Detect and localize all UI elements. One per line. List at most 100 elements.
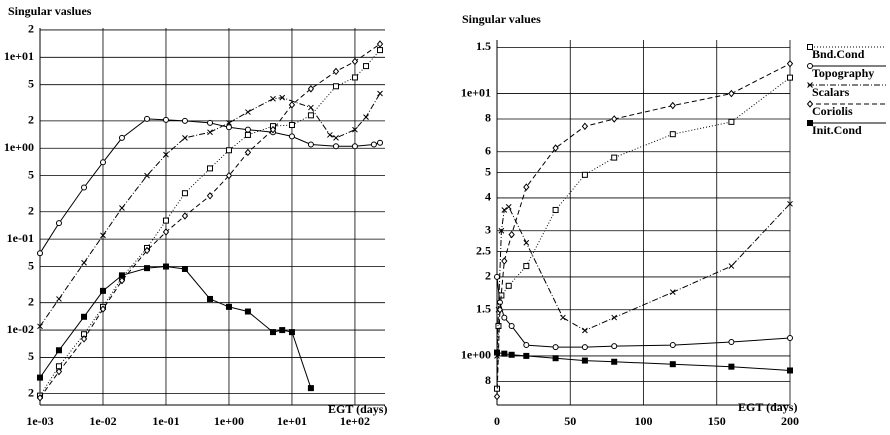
marker	[523, 239, 530, 246]
legend-marker	[807, 120, 813, 126]
marker	[225, 171, 233, 180]
x-tick-label: 1e-03	[26, 414, 53, 428]
x-tick-label: 200	[781, 414, 799, 428]
marker	[55, 347, 62, 354]
y-tick-label: 1e+00	[461, 348, 491, 362]
marker	[288, 122, 295, 129]
marker	[288, 101, 296, 109]
marker	[333, 135, 339, 141]
y-tick-label: 2.5	[476, 243, 491, 257]
marker	[37, 374, 43, 381]
x-tick-label: 0	[494, 414, 500, 428]
marker	[787, 335, 793, 342]
marker	[143, 246, 151, 255]
y-tick-label: 5	[28, 258, 34, 272]
marker	[99, 287, 106, 294]
marker	[787, 74, 793, 81]
marker	[611, 154, 618, 161]
marker	[352, 126, 358, 133]
marker	[370, 141, 377, 148]
marker	[244, 148, 252, 157]
marker	[728, 263, 735, 269]
y-tick-label: 1e-01	[7, 231, 34, 245]
marker	[501, 350, 508, 357]
marker	[351, 57, 359, 66]
y-tick-label: 2	[28, 294, 34, 308]
x-tick-label: 50	[564, 414, 576, 428]
marker	[81, 313, 88, 320]
legend-label: Bnd.Cond	[812, 47, 865, 61]
x-axis-label: EGT (days)	[738, 400, 797, 414]
marker	[207, 119, 214, 126]
marker	[508, 230, 515, 239]
marker	[505, 282, 512, 289]
legend-marker	[807, 82, 813, 88]
legend-marker	[807, 44, 813, 50]
marker	[611, 343, 618, 350]
marker	[494, 349, 500, 356]
marker	[376, 40, 384, 48]
marker	[36, 394, 44, 402]
marker	[181, 212, 189, 220]
y-tick-label: 8	[485, 111, 491, 125]
marker	[786, 59, 794, 68]
y-tick-label: 5	[28, 349, 34, 363]
marker	[118, 272, 125, 279]
marker	[351, 143, 358, 150]
y-tick-label: 6	[485, 144, 491, 158]
marker	[144, 172, 150, 179]
x-tick-label: 150	[708, 414, 726, 428]
marker	[207, 295, 214, 302]
marker	[332, 83, 339, 90]
marker	[118, 134, 125, 141]
y-tick-label: 2	[28, 113, 34, 127]
marker	[181, 190, 188, 197]
marker	[80, 335, 88, 343]
marker	[494, 273, 500, 280]
legend-marker	[806, 100, 814, 108]
marker	[307, 112, 314, 119]
marker	[244, 131, 251, 138]
marker	[523, 263, 530, 270]
marker	[327, 132, 333, 138]
marker	[523, 183, 530, 191]
marker	[728, 363, 735, 370]
marker	[581, 344, 588, 351]
marker	[552, 206, 559, 213]
y-tick-label: 2	[28, 385, 34, 399]
marker	[207, 165, 214, 172]
marker	[99, 159, 106, 166]
marker	[611, 115, 618, 123]
marker	[377, 90, 383, 97]
marker	[288, 329, 295, 336]
marker	[669, 361, 676, 368]
x-tick-label: 1e+00	[214, 414, 244, 428]
marker	[181, 265, 188, 272]
marker	[611, 358, 618, 365]
y-tick-label: 1.5	[476, 39, 491, 53]
legend-label: Coriolis	[812, 104, 853, 118]
marker	[225, 303, 232, 310]
marker	[493, 392, 501, 401]
marker	[552, 144, 559, 152]
marker	[501, 257, 508, 265]
marker	[523, 352, 530, 359]
y-tick-label: 1.5	[476, 301, 491, 315]
marker	[207, 129, 213, 136]
marker	[279, 327, 286, 334]
marker	[552, 355, 559, 362]
marker	[332, 67, 340, 76]
marker	[55, 367, 63, 376]
legend-label: Init.Cond	[812, 123, 862, 137]
marker	[508, 323, 515, 330]
marker	[269, 329, 276, 336]
y-tick-label: 1e+00	[4, 140, 34, 154]
legend-label: Topography	[812, 66, 874, 80]
marker	[728, 89, 735, 98]
marker	[501, 314, 508, 321]
y-tick-label: 2	[485, 269, 491, 283]
y-tick-label: 1e+01	[4, 49, 34, 63]
y-tick-label: 1e-02	[7, 322, 34, 336]
x-tick-label: 1e+02	[340, 414, 370, 428]
